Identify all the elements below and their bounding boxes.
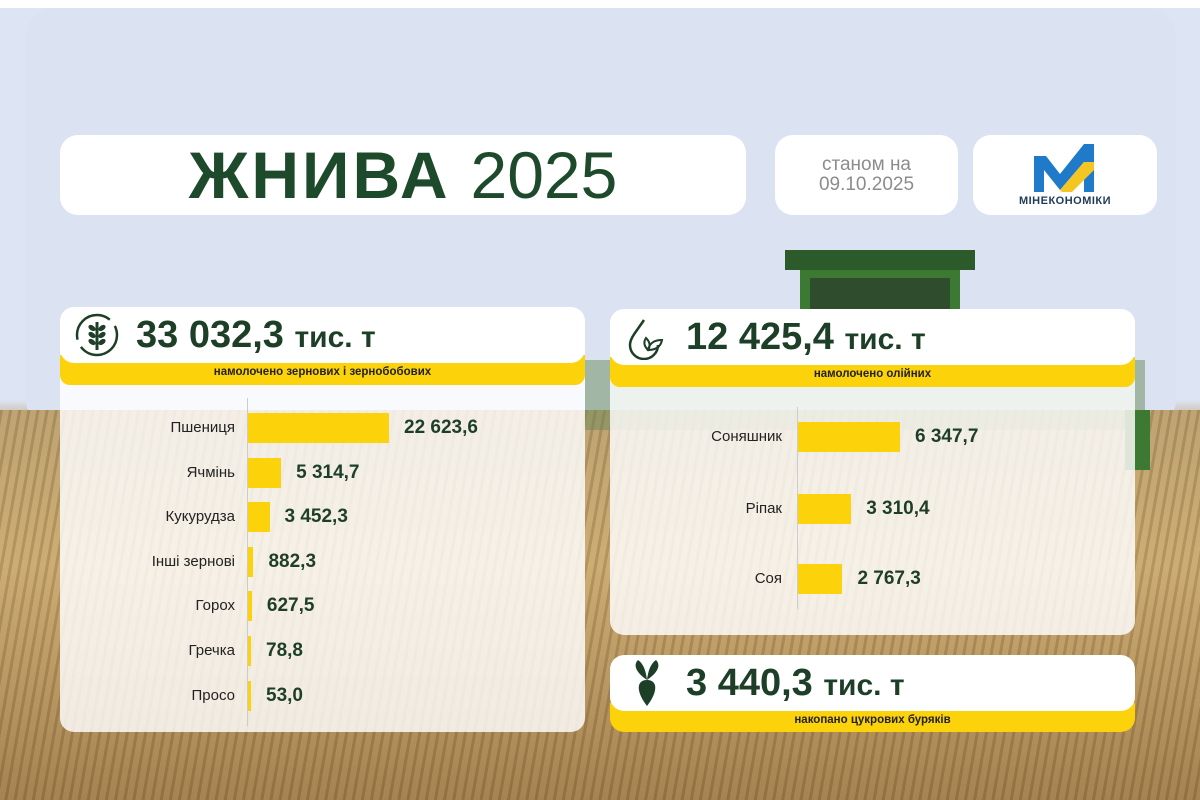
grain-total: 33 032,3 тис. т xyxy=(136,313,376,356)
bar-label: Ячмінь xyxy=(186,464,235,481)
bar xyxy=(798,494,852,524)
date-badge: станом на 09.10.2025 xyxy=(775,135,958,215)
bar-label: Інші зернові xyxy=(151,553,235,570)
bar-value: 3 452,3 xyxy=(284,506,348,527)
bar xyxy=(798,422,900,452)
chart-axis xyxy=(797,407,798,609)
title-year: 2025 xyxy=(470,138,618,212)
bar-value: 2 767,3 xyxy=(857,568,921,589)
bar-value: 78,8 xyxy=(266,640,303,661)
oil-drop-icon xyxy=(628,319,664,360)
date-label: станом на xyxy=(821,154,912,175)
bar-value: 627,5 xyxy=(266,595,315,616)
oilseed-panel: 12 425,4 тис. т намолочено олійних Соняш… xyxy=(610,309,1135,635)
bar-label: Соя xyxy=(754,570,782,587)
bar-label: Пшениця xyxy=(170,419,235,436)
bar-value: 53,0 xyxy=(266,685,303,706)
bar xyxy=(248,547,254,577)
bar xyxy=(248,591,252,621)
sugar-total: 3 440,3 тис. т xyxy=(686,661,905,704)
logo-text: МІНЕКОНОМІКИ xyxy=(1018,194,1112,207)
bar xyxy=(248,413,389,443)
date-value: 09.10.2025 xyxy=(818,174,915,195)
bar-value: 882,3 xyxy=(268,551,317,572)
oilseed-total: 12 425,4 тис. т xyxy=(686,315,926,358)
bar xyxy=(248,502,270,532)
chart-axis xyxy=(247,398,248,726)
bar-label: Гречка xyxy=(188,642,235,659)
bar xyxy=(248,681,251,711)
bar-value: 6 347,7 xyxy=(915,426,979,447)
bar-label: Кукурудза xyxy=(165,508,235,525)
bar-value: 5 314,7 xyxy=(296,462,360,483)
bar-label: Ріпак xyxy=(745,500,782,517)
bar-label: Соняшник xyxy=(711,428,782,445)
title-bold: ЖНИВА xyxy=(188,138,451,212)
sugar-beet-panel: 3 440,3 тис. т накопано цукрових буряків xyxy=(610,655,1135,732)
sugar-beet-icon xyxy=(635,660,659,706)
grain-panel: 33 032,3 тис. т намолочено зернових і зе… xyxy=(60,307,585,732)
bar-value: 3 310,4 xyxy=(866,498,930,519)
bar-label: Горох xyxy=(195,597,235,614)
bar-label: Просо xyxy=(191,687,235,704)
wheat-icon xyxy=(75,313,119,357)
page-title: ЖНИВА 2025 xyxy=(60,135,746,215)
bar xyxy=(248,458,282,488)
ministry-logo: МІНЕКОНОМІКИ xyxy=(973,135,1157,215)
logo-m-icon xyxy=(1034,143,1094,192)
bar xyxy=(798,564,843,594)
bar xyxy=(248,636,251,666)
bar-value: 22 623,6 xyxy=(404,417,478,438)
